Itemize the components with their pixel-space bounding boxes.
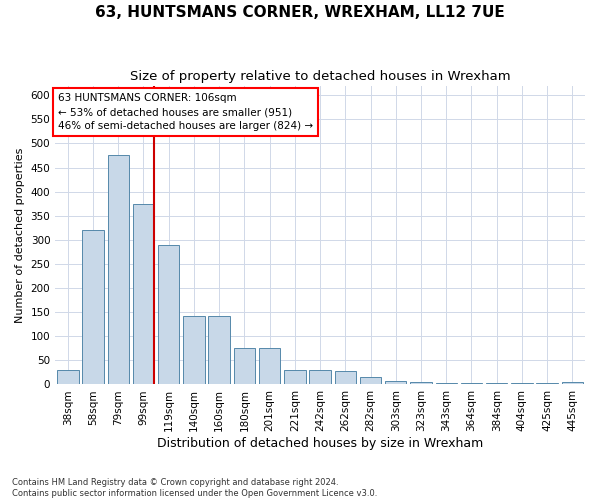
Bar [511, 382, 533, 384]
Bar [486, 382, 508, 384]
X-axis label: Distribution of detached houses by size in Wrexham: Distribution of detached houses by size … [157, 437, 483, 450]
Bar [183, 316, 205, 384]
Bar [436, 382, 457, 384]
Text: 63 HUNTSMANS CORNER: 106sqm
← 53% of detached houses are smaller (951)
46% of se: 63 HUNTSMANS CORNER: 106sqm ← 53% of det… [58, 93, 313, 131]
Bar [82, 230, 104, 384]
Bar [107, 156, 129, 384]
Bar [385, 380, 406, 384]
Text: 63, HUNTSMANS CORNER, WREXHAM, LL12 7UE: 63, HUNTSMANS CORNER, WREXHAM, LL12 7UE [95, 5, 505, 20]
Bar [259, 348, 280, 384]
Bar [158, 244, 179, 384]
Bar [410, 382, 432, 384]
Title: Size of property relative to detached houses in Wrexham: Size of property relative to detached ho… [130, 70, 511, 83]
Bar [310, 370, 331, 384]
Bar [133, 204, 154, 384]
Bar [562, 382, 583, 384]
Bar [536, 382, 558, 384]
Bar [461, 382, 482, 384]
Text: Contains HM Land Registry data © Crown copyright and database right 2024.
Contai: Contains HM Land Registry data © Crown c… [12, 478, 377, 498]
Bar [208, 316, 230, 384]
Bar [57, 370, 79, 384]
Bar [284, 370, 305, 384]
Bar [335, 372, 356, 384]
Y-axis label: Number of detached properties: Number of detached properties [15, 148, 25, 322]
Bar [360, 377, 381, 384]
Bar [233, 348, 255, 384]
